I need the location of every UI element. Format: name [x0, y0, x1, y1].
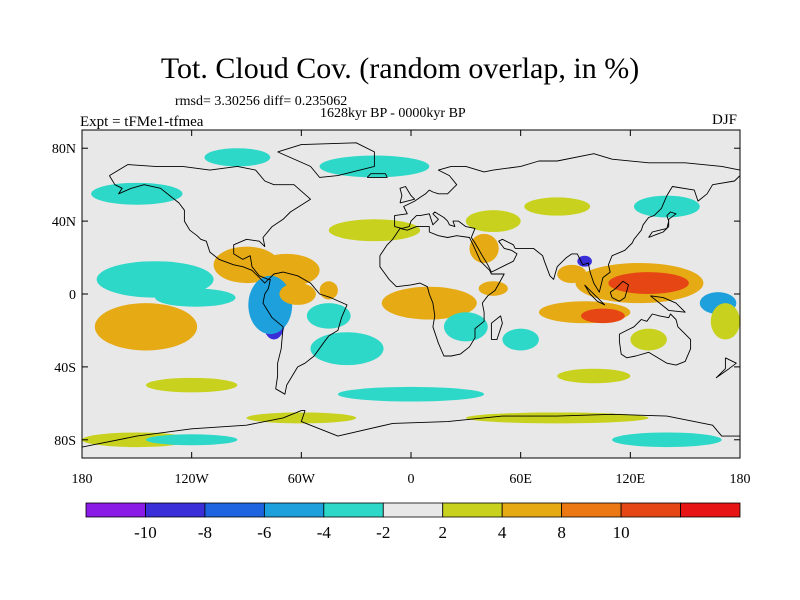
colorbar-box	[204, 502, 265, 518]
colorbar-box	[145, 502, 206, 518]
anomaly-patch	[465, 412, 649, 424]
colorbar: -10 -8 -6 -4 -2 2 4 8 10	[85, 502, 741, 542]
coastline	[648, 211, 677, 238]
coastline	[379, 226, 505, 357]
colorbar-box	[680, 502, 741, 518]
coastline	[262, 271, 348, 395]
lat-tick-label: 80S	[54, 434, 76, 449]
lon-tick-label: 120E	[616, 472, 646, 487]
stats-text: rmsd= 3.30256 diff= 0.235062	[175, 94, 348, 109]
lon-tick-label: 60E	[509, 472, 532, 487]
colorbar-label: -4	[317, 523, 332, 542]
anomaly-patch	[306, 303, 351, 329]
anomaly-patch	[443, 312, 488, 342]
colorbar-box	[85, 502, 146, 518]
anomaly-patch	[524, 197, 591, 216]
lon-tick-label: 180	[72, 472, 93, 487]
coastline	[618, 313, 692, 366]
anomaly-patch	[580, 308, 625, 324]
anomaly-patch	[319, 281, 338, 300]
lat-tick-label: 0	[69, 288, 76, 303]
lon-tick-label: 0	[408, 472, 415, 487]
anomaly-patch	[630, 328, 667, 351]
colorbar-label: 8	[557, 523, 566, 542]
coastline	[366, 173, 388, 178]
anomaly-patch	[710, 303, 740, 340]
anomaly-patch	[91, 182, 183, 205]
colorbar-box	[263, 502, 325, 518]
anomaly-patch	[337, 386, 485, 402]
colorbar-label: -10	[134, 523, 157, 542]
anomaly-patch	[608, 272, 689, 295]
coastline	[109, 164, 311, 284]
map-title: Tot. Cloud Cov. (random overlap, in %)	[160, 52, 640, 85]
lon-tick-label: 120W	[175, 472, 210, 487]
coastline	[399, 186, 416, 204]
anomaly-patch	[145, 377, 238, 393]
colorbar-label: -6	[257, 523, 271, 542]
lon-tick-label: 60W	[288, 472, 316, 487]
colorbar-box	[620, 502, 681, 518]
colorbar-label: 4	[498, 523, 507, 542]
anomaly-patch	[246, 412, 357, 424]
anomaly-patch	[248, 275, 293, 335]
colorbar-label: -2	[376, 523, 390, 542]
experiment-text: Expt = tFMe1-tfmea	[80, 114, 204, 130]
coastline	[650, 295, 686, 313]
colorbar-box	[323, 502, 384, 518]
anomaly-patch	[94, 303, 198, 351]
anomaly-patch	[204, 148, 271, 167]
anomaly-patch	[612, 432, 722, 448]
anomaly-patch	[310, 332, 384, 366]
colorbar-box	[501, 502, 563, 518]
anomaly-patch	[145, 434, 238, 446]
coastline	[394, 153, 740, 293]
lon-tick-label: 180	[730, 472, 751, 487]
anomaly-patch	[279, 283, 316, 305]
lat-tick-label: 40S	[54, 361, 76, 376]
colorbar-label: 10	[613, 523, 630, 542]
anomaly-patch	[328, 219, 421, 242]
lat-tick-label: 40N	[52, 215, 76, 230]
colorbar-box	[442, 502, 503, 518]
anomaly-patch	[478, 281, 508, 296]
colorbar-label: -8	[198, 523, 212, 542]
colorbar-box	[382, 502, 444, 518]
coastline	[277, 142, 375, 178]
anomaly-patch	[557, 368, 631, 384]
coastline-layer	[82, 142, 740, 448]
colorbar-box	[561, 502, 622, 518]
anomaly-patch	[381, 286, 477, 320]
coastline	[584, 284, 606, 306]
coastline	[609, 280, 629, 302]
coastline	[82, 410, 740, 448]
coastline	[490, 315, 503, 341]
lat-tick-label: 80N	[52, 142, 76, 157]
anomaly-patch	[155, 288, 236, 307]
coastline	[715, 357, 737, 379]
axis-ticks: 80N 40N 0 40S 80S 180 120W 60W 0 60E 120E 180	[52, 130, 751, 487]
anomaly-patch	[502, 328, 539, 351]
anomaly-patch	[465, 210, 521, 233]
period-text: 1628kyr BP - 0000kyr BP	[320, 106, 466, 121]
anomaly-patch	[96, 261, 214, 298]
anomaly-patch	[469, 233, 499, 264]
season-text: DJF	[712, 112, 738, 128]
anomaly-patch	[633, 195, 700, 218]
colorbar-label: 2	[438, 523, 447, 542]
